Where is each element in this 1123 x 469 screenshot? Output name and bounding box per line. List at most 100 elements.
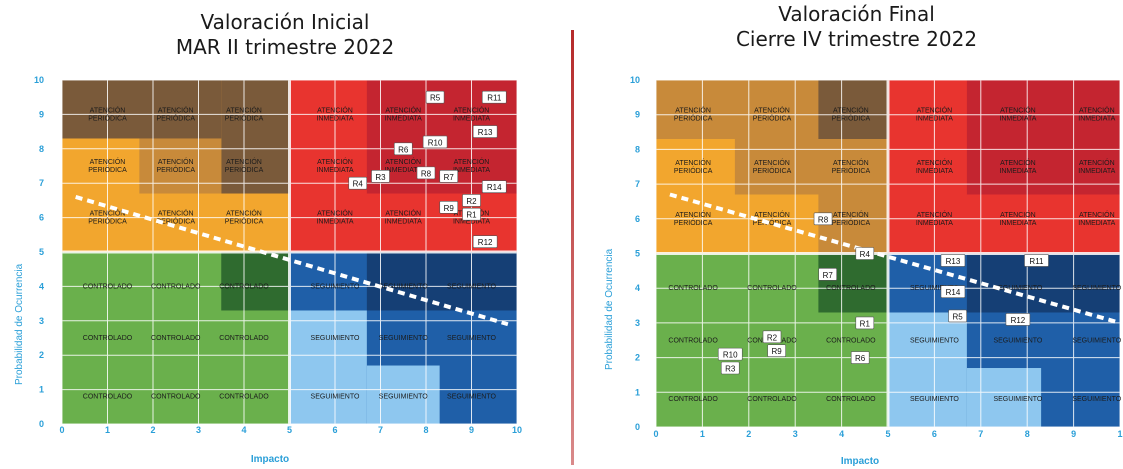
zone-cell <box>656 194 819 254</box>
cell-label: SEGUIMIENTO <box>910 337 959 344</box>
cell-label: CONTROLADO <box>826 285 876 292</box>
cell-label: CONTROLADO <box>151 335 201 342</box>
y-axis-label: Probabilidad de Ocurrencia <box>604 248 615 370</box>
cell-label-line: INMEDIATA <box>316 115 353 122</box>
cell-label-line: ATENCIÓN <box>90 209 126 218</box>
y-tick-label: 4 <box>39 281 44 291</box>
x-tick-label: 1 <box>105 425 110 435</box>
cell-label: SEGUIMIENTO <box>311 393 360 400</box>
cell-label-line: PERIÓDICA <box>156 165 195 174</box>
x-tick-label: 5 <box>885 429 890 439</box>
y-tick-label: 2 <box>39 350 44 360</box>
cell-label-line: ATENCIÓN <box>675 158 711 167</box>
cell-label-line: ATENCIÓN <box>90 105 126 114</box>
x-axis-label: Impacto <box>250 454 290 465</box>
cell-label-line: ATENCIÓN <box>226 209 262 218</box>
risk-point-marker <box>472 125 498 138</box>
cell-label-line: ATENCIÓN <box>317 105 353 114</box>
cell-label: ATENCIÓN PERIÓDICA <box>225 157 264 174</box>
cell-label-line: INMEDIATA <box>385 167 422 174</box>
y-tick-label: 9 <box>635 110 640 120</box>
chart-title-final: Valoración Final Cierre IV trimestre 202… <box>590 2 1123 52</box>
cell-label-line: INMEDIATA <box>453 167 490 174</box>
cell-label-line: INMEDIATA <box>916 116 953 123</box>
cell-label-line: ATENCIÓN <box>1079 210 1115 219</box>
cell-label-line: PERIÓDICA <box>753 166 792 175</box>
cell-label: ATENCIÓN PERIÓDICA <box>832 106 871 123</box>
risk-point-label: R2 <box>767 333 778 342</box>
cell-label-line: PERIÓDICA <box>753 114 792 123</box>
cell-label-line: INMEDIATA <box>453 115 490 122</box>
cell-label-line: ATENCIÓN <box>675 210 711 219</box>
cell-label-line: ATENCIÓN <box>317 157 353 166</box>
risk-point-label: R9 <box>772 347 783 356</box>
risk-point-label: R1 <box>860 319 871 328</box>
risk-points: R1 R2 R3 R4 R5 R6 R7 R8 R9 R10 R11 R12 R13 R14 <box>717 212 1049 375</box>
risk-point-marker <box>462 207 481 221</box>
chart-panel-initial: Valoración Inicial MAR II trimestre 2022… <box>0 10 570 465</box>
cell-label-line: PERIÓDICA <box>832 166 871 175</box>
cell-label: ATENCIÓN PERIÓDICA <box>674 158 713 175</box>
risk-point-marker <box>462 194 481 207</box>
risk-point-label: R12 <box>478 238 493 247</box>
zone-cell <box>966 368 1042 427</box>
threshold-dashed-line <box>75 195 509 327</box>
cell-label-line: INMEDIATA <box>453 219 490 226</box>
cell-label: SEGUIMIENTO <box>1072 396 1121 403</box>
cell-label-line: PERIÓDICA <box>156 217 195 226</box>
risk-point-label: R7 <box>444 173 455 182</box>
zone-cell <box>221 252 290 311</box>
y-tick-label: 7 <box>635 179 640 189</box>
cell-label-line: ATENCIÓN <box>1079 158 1115 167</box>
cell-label: CONTROLADO <box>747 396 797 403</box>
cell-label-line: ATENCIÓN <box>917 106 953 115</box>
cell-label-line: ATENCIÓN <box>833 158 869 167</box>
cell-label: SEGUIMIENTO <box>1072 337 1121 344</box>
cell-label: CONTROLADO <box>668 396 718 403</box>
zone-cell <box>366 252 517 311</box>
x-tick-label: 5 <box>287 425 292 435</box>
cell-label: CONTROLADO <box>219 393 269 400</box>
chart-title-initial: Valoración Inicial MAR II trimestre 2022 <box>0 10 570 60</box>
cell-label: ATENCIÓN PERIÓDICA <box>88 209 127 226</box>
cell-label: ATENCIÓN PERIÓDICA <box>753 106 792 123</box>
cell-label: ATENCIÓN PERIÓDICA <box>88 157 127 174</box>
x-tick-label: 2 <box>150 425 155 435</box>
x-tick-label: 0 <box>653 429 658 439</box>
cell-label: SEGUIMIENTO <box>993 337 1042 344</box>
cell-label-line: PERIÓDICA <box>225 165 264 174</box>
cell-label: ATENCIÓN PERIÓDICA <box>753 158 792 175</box>
cell-label-line: ATENCIÓN <box>833 210 869 219</box>
risk-point-label: R7 <box>823 271 834 280</box>
cell-label-line: ATENCIÓN <box>917 210 953 219</box>
risk-point-label: R10 <box>723 351 738 360</box>
zone-cell <box>966 80 1120 195</box>
cell-label: CONTROLADO <box>826 396 876 403</box>
cell-label-line: ATENCIÓN <box>317 209 353 218</box>
zone-cell <box>366 365 440 424</box>
y-tick-label: 4 <box>635 283 640 293</box>
risk-point-marker <box>948 309 967 323</box>
cell-label-line: ATENCIÓN <box>754 210 790 219</box>
y-tick-label: 10 <box>630 75 640 85</box>
y-tick-label: 10 <box>34 75 44 85</box>
cell-label-line: ATENCIÓN <box>226 157 262 166</box>
cell-label-line: INMEDIATA <box>1078 168 1115 175</box>
risk-point-marker <box>855 316 875 330</box>
x-tick-label: 9 <box>1071 429 1076 439</box>
risk-point-label: R11 <box>1029 257 1044 266</box>
cell-label: SEGUIMIENTO <box>1072 285 1121 292</box>
cell-label: CONTROLADO <box>747 285 797 292</box>
y-tick-label: 1 <box>39 385 44 395</box>
axis-ticks: 0 1 2 3 4 5 6 7 8 9 10 0 1 2 3 4 5 6 7 8 9 10 <box>34 75 522 435</box>
cell-label-line: INMEDIATA <box>316 167 353 174</box>
